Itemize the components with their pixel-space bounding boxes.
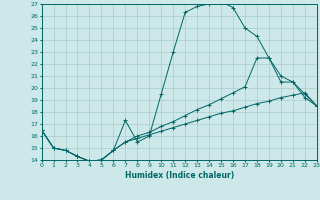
X-axis label: Humidex (Indice chaleur): Humidex (Indice chaleur) bbox=[124, 171, 234, 180]
